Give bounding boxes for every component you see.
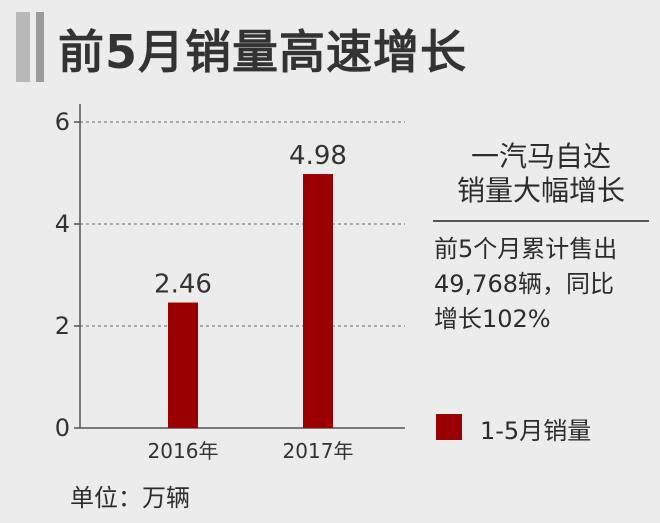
side-note-line-2: 49,768辆，同比 — [434, 270, 614, 298]
y-tick-label: 6 — [55, 108, 70, 136]
y-tick-label: 4 — [55, 210, 70, 238]
bar — [303, 174, 333, 428]
legend-swatch — [436, 414, 462, 440]
legend-label: 1-5月销量 — [480, 417, 592, 445]
title-accent-bar-secondary — [36, 12, 44, 82]
side-title-line-1: 一汽马自达 — [470, 140, 611, 173]
side-title: 一汽马自达 销量大幅增长 — [436, 140, 646, 208]
side-title-line-2: 销量大幅增长 — [456, 174, 625, 207]
y-tick-label: 2 — [55, 312, 70, 340]
side-divider — [433, 220, 649, 222]
title-bar: 前5月销量高速增长 — [0, 8, 660, 86]
x-tick-label: 2017年 — [283, 439, 354, 463]
page-title: 前5月销量高速增长 — [58, 25, 468, 79]
title-accent-bar — [16, 12, 30, 82]
bar-value-label: 2.46 — [154, 270, 212, 300]
unit-note: 单位：万辆 — [70, 484, 190, 512]
side-note: 前5个月累计售出 49,768辆，同比 增长102% — [434, 232, 658, 337]
y-tick-label: 0 — [55, 414, 70, 442]
bar-value-label: 4.98 — [289, 141, 347, 171]
side-note-line-3: 增长102% — [434, 305, 551, 333]
x-tick-label: 2016年 — [148, 439, 219, 463]
side-note-line-1: 前5个月累计售出 — [434, 235, 618, 263]
bar — [168, 302, 198, 428]
